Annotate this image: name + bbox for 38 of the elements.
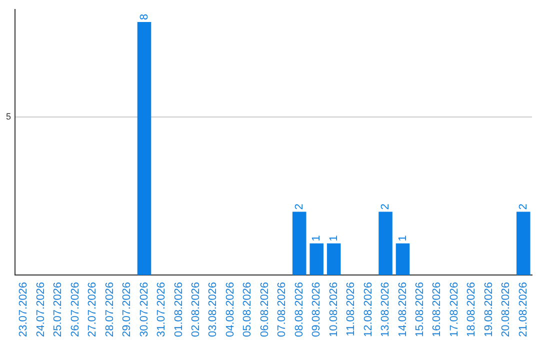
data-label: 1 xyxy=(396,235,409,242)
x-tick-label: 02.08.2026 xyxy=(190,282,202,338)
x-tick-label: 25.07.2026 xyxy=(52,282,64,338)
x-tick-label: 11.08.2026 xyxy=(345,282,358,336)
x-tick-label: 20.08.2026 xyxy=(500,282,512,338)
x-tick-label: 27.07.2026 xyxy=(86,282,99,338)
x-tick-label: 07.08.2026 xyxy=(276,282,288,338)
x-tick-label: 31.07.2026 xyxy=(156,282,168,338)
y-tick-label: 5 xyxy=(6,111,12,122)
x-tick-label: 29.07.2026 xyxy=(121,282,134,338)
x-tick-label: 06.08.2026 xyxy=(258,282,271,338)
x-tick-label: 10.08.2026 xyxy=(328,282,340,338)
x-tick-label: 28.07.2026 xyxy=(104,282,116,338)
x-tick-label: 21.08.2026 xyxy=(517,282,530,338)
x-tick-label: 05.08.2026 xyxy=(242,282,254,338)
x-tick-label: 24.07.2026 xyxy=(34,282,47,338)
x-tick-label: 15.08.2026 xyxy=(414,282,426,338)
data-label: 2 xyxy=(293,204,306,210)
x-tick-label: 18.08.2026 xyxy=(466,282,478,338)
x-tick-label: 01.08.2026 xyxy=(172,282,185,338)
x-tick-label: 16.08.2026 xyxy=(431,282,444,338)
data-label: 2 xyxy=(517,204,530,210)
x-tick-label: 30.07.2026 xyxy=(138,282,150,338)
data-label: 2 xyxy=(380,204,392,210)
x-tick-label: 19.08.2026 xyxy=(482,282,495,338)
data-label: 1 xyxy=(328,235,340,242)
x-tick-label: 08.08.2026 xyxy=(293,282,306,338)
x-tick-label: 09.08.2026 xyxy=(310,282,323,338)
data-label: 8 xyxy=(138,14,150,20)
x-tick-label: 03.08.2026 xyxy=(207,282,220,338)
x-tick-label: 13.08.2026 xyxy=(380,282,392,338)
x-tick-label: 17.08.2026 xyxy=(448,282,460,338)
x-tick-label: 04.08.2026 xyxy=(224,282,236,338)
x-tick-label: 23.07.2026 xyxy=(18,282,30,338)
data-label: 1 xyxy=(310,235,323,242)
x-tick-label: 12.08.2026 xyxy=(362,282,374,338)
x-tick-label: 26.07.2026 xyxy=(69,282,82,338)
x-tick-label: 14.08.2026 xyxy=(396,282,409,338)
